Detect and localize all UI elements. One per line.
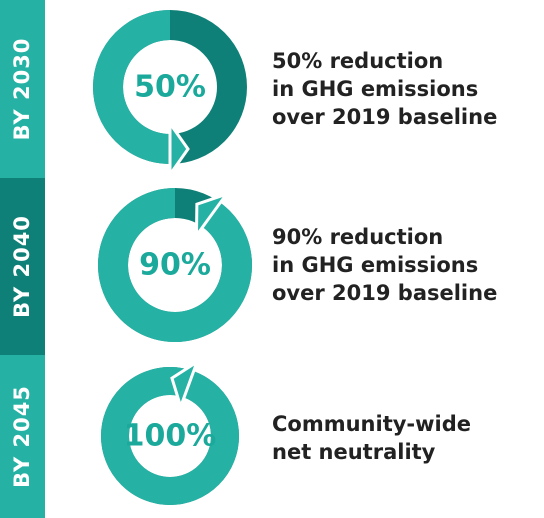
ring-progress [93,10,171,164]
description-line: in GHG emissions [272,77,478,101]
period-band [0,178,45,355]
ring-arrowhead [170,358,200,412]
description-line: net neutrality [272,440,436,464]
percent-label: 90% [139,248,211,283]
percent-label: 50% [134,70,206,105]
description-line: over 2019 baseline [272,105,497,129]
period-label: BY 2030 [10,38,34,141]
ring-progress [101,367,239,505]
period-band [0,0,45,178]
description-line: 90% reduction [272,225,443,249]
ring-arrowhead [168,118,190,180]
period-label: BY 2045 [10,385,34,488]
description-line: over 2019 baseline [272,281,497,305]
ring-progress [98,188,252,342]
ring-arrowhead [194,191,231,241]
period-band [0,355,45,518]
period-label: BY 2040 [10,215,34,318]
description-line: in GHG emissions [272,253,478,277]
description-line: 50% reduction [272,49,443,73]
description-line: Community-wide [272,412,471,436]
percent-label: 100% [124,419,217,454]
